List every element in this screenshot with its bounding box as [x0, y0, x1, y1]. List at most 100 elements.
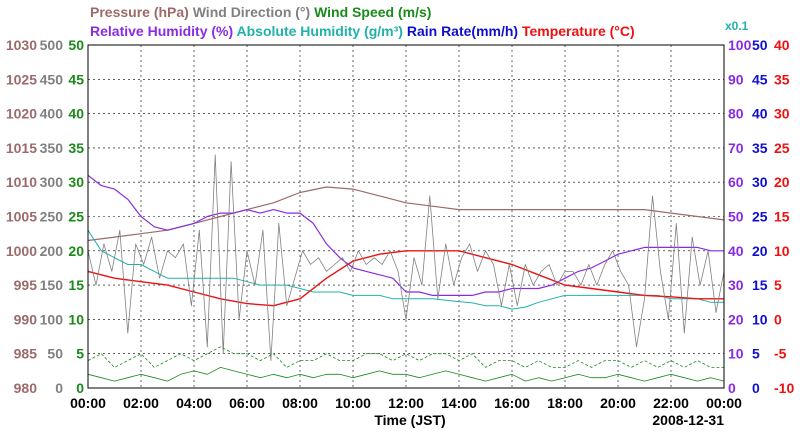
rain_rate-tick: 25 — [752, 209, 768, 225]
rain_rate-tick: 45 — [752, 71, 768, 87]
rain_rate-tick: 50 — [752, 37, 768, 53]
title-row1-item-2: Wind Speed (m/s) — [310, 4, 431, 20]
rain_rate-tick: 20 — [752, 243, 768, 259]
wind_speed-tick: 25 — [68, 209, 84, 225]
wind_dir-tick: 250 — [40, 209, 64, 225]
title-row1-text: Pressure (hPa) Wind Direction (°) Wind S… — [90, 4, 431, 20]
title-row2-item-2: Rain Rate(mm/h) — [403, 23, 518, 39]
series-relative-humidity — [87, 174, 724, 296]
wind_speed-tick: 20 — [68, 243, 84, 259]
rel_hum-tick: 20 — [728, 311, 744, 327]
temp-tick: 10 — [774, 243, 790, 259]
wind_speed-tick: 40 — [68, 106, 84, 122]
series-layer — [87, 154, 725, 382]
rel_hum-tick: 40 — [728, 243, 744, 259]
temp-tick: 0 — [774, 311, 782, 327]
rel_hum-tick: 0 — [728, 380, 736, 396]
rel_hum-tick: 50 — [728, 209, 744, 225]
pressure-tick: 1030 — [6, 37, 37, 53]
rel_hum-tick: 10 — [728, 346, 744, 362]
pressure-tick: 1005 — [6, 209, 37, 225]
wind_dir-tick: 300 — [40, 174, 64, 190]
temp-tick: 25 — [774, 140, 790, 156]
x-tick: 00:00 — [70, 395, 106, 411]
wind_speed-tick: 15 — [68, 277, 84, 293]
series-wind-speed-gust- — [87, 346, 724, 368]
wind_dir-tick: 150 — [40, 277, 64, 293]
temp-tick: 35 — [774, 71, 790, 87]
date-label: 2008-12-31 — [652, 412, 724, 428]
temp-tick: -5 — [774, 346, 787, 362]
left-axes: 1030102510201015101010051000995990985980… — [6, 37, 84, 396]
pressure-tick: 990 — [14, 311, 38, 327]
wind_dir-tick: 500 — [40, 37, 64, 53]
temp-tick: 5 — [774, 277, 782, 293]
rain_rate-tick: 15 — [752, 277, 768, 293]
title-row2-item-1: Absolute Humidity (g/m³) — [233, 23, 403, 39]
x-tick: 12:00 — [388, 395, 424, 411]
right-axes: 1009080706050403020100504540353025201510… — [728, 37, 794, 396]
pressure-tick: 995 — [14, 277, 38, 293]
grid — [88, 45, 724, 388]
pressure-tick: 1015 — [6, 140, 37, 156]
temp-tick: 30 — [774, 106, 790, 122]
series-temperature — [87, 250, 724, 307]
rain_rate-tick: 35 — [752, 140, 768, 156]
wind_speed-tick: 0 — [76, 380, 84, 396]
pressure-tick: 980 — [14, 380, 38, 396]
rel_hum-tick: 30 — [728, 277, 744, 293]
wind_dir-tick: 350 — [40, 140, 64, 156]
temp-tick: 15 — [774, 209, 790, 225]
title-row-2: Relative Humidity (%) Absolute Humidity … — [90, 23, 635, 39]
pressure-tick: 1010 — [6, 174, 37, 190]
rain_rate-tick: 30 — [752, 174, 768, 190]
pressure-tick: 1020 — [6, 106, 37, 122]
x-tick: 16:00 — [494, 395, 530, 411]
x-tick: 18:00 — [547, 395, 583, 411]
wind_dir-tick: 50 — [47, 346, 63, 362]
rel_hum-tick: 70 — [728, 140, 744, 156]
pressure-tick: 1000 — [6, 243, 37, 259]
wind_dir-tick: 200 — [40, 243, 64, 259]
x-tick: 06:00 — [229, 395, 265, 411]
wind_speed-tick: 30 — [68, 174, 84, 190]
x-tick: 22:00 — [653, 395, 689, 411]
x-axis: 00:00 02:00 04:00 06:00 08:00 10:00 12:00 14:00… — [70, 395, 742, 411]
x-tick: 10:00 — [335, 395, 371, 411]
wind_speed-tick: 45 — [68, 71, 84, 87]
series-wind-speed — [87, 366, 725, 382]
title-row1-item-1: Wind Direction (°) — [189, 4, 310, 20]
scale-note: x0.1 — [725, 19, 749, 33]
rel_hum-tick: 60 — [728, 174, 744, 190]
x-tick: 08:00 — [282, 395, 318, 411]
rain_rate-tick: 0 — [752, 380, 760, 396]
series-absolute-humidity — [87, 229, 724, 310]
temp-tick: -10 — [774, 380, 794, 396]
rel_hum-tick: 90 — [728, 71, 744, 87]
rain_rate-tick: 5 — [752, 346, 760, 362]
title-row2-item-0: Relative Humidity (%) — [90, 23, 233, 39]
title-row2-text: Relative Humidity (%) Absolute Humidity … — [90, 23, 635, 39]
x-tick: 00:00 — [706, 395, 742, 411]
title-row1-item-0: Pressure (hPa) — [90, 4, 189, 20]
wind_dir-tick: 100 — [40, 311, 64, 327]
series-wind-direction — [87, 154, 725, 362]
x-tick: 14:00 — [441, 395, 477, 411]
wind_speed-tick: 10 — [68, 311, 84, 327]
x-axis-label: Time (JST) — [374, 412, 445, 428]
rel_hum-tick: 100 — [728, 37, 752, 53]
wind_speed-tick: 50 — [68, 37, 84, 53]
x-tick: 02:00 — [123, 395, 159, 411]
rain_rate-tick: 40 — [752, 106, 768, 122]
wind_dir-tick: 400 — [40, 106, 64, 122]
temp-tick: 40 — [774, 37, 790, 53]
x-tick: 04:00 — [176, 395, 212, 411]
rain_rate-tick: 10 — [752, 311, 768, 327]
wind_dir-tick: 450 — [40, 71, 64, 87]
x-tick: 20:00 — [600, 395, 636, 411]
title-row-1: Pressure (hPa) Wind Direction (°) Wind S… — [90, 4, 431, 20]
pressure-tick: 1025 — [6, 71, 37, 87]
plot-frame — [87, 44, 725, 389]
rel_hum-tick: 80 — [728, 106, 744, 122]
